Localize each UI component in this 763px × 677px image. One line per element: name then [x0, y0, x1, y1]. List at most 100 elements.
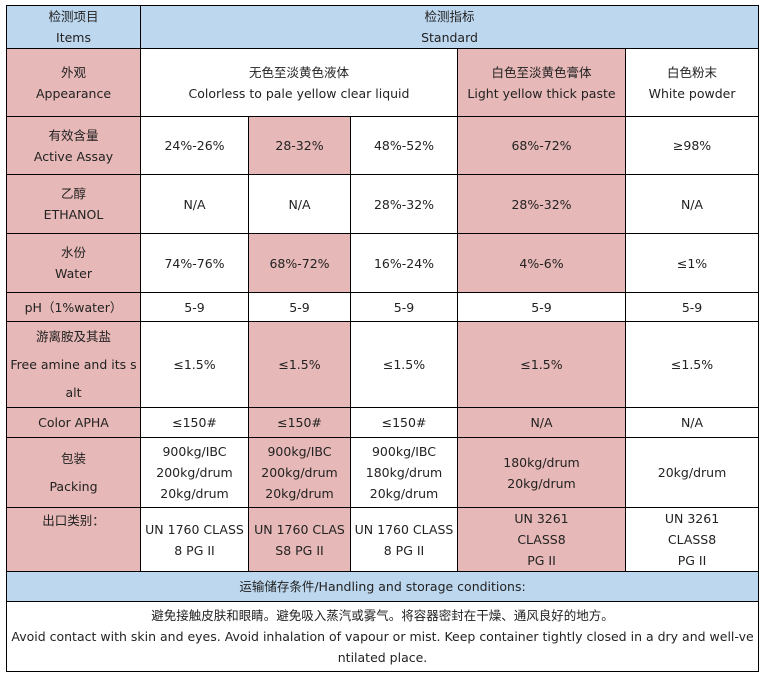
active-assay-value: 68%-72% — [457, 116, 626, 175]
appearance-liquid-en: Colorless to pale yellow clear liquid — [188, 85, 410, 101]
water-label-en: Water — [55, 266, 92, 281]
storage-text-cn: 避免接触皮肤和眼睛。避免吸入蒸汽或雾气。将容器密封在干燥、通风良好的地方。 — [151, 608, 614, 623]
active-assay-value: 24%-26% — [140, 116, 249, 175]
color-apha-value: ≤150# — [140, 407, 249, 438]
ph-value: 5-9 — [350, 292, 458, 322]
appearance-powder-cn: 白色粉末 — [667, 64, 718, 80]
packing-option: 20kg/drum — [160, 486, 229, 501]
ph-value: 5-9 — [457, 292, 626, 322]
color-apha-row: Color APHA ≤150# ≤150# ≤150# N/A N/A — [6, 407, 760, 438]
packing-col4: 180kg/drum 20kg/drum — [457, 437, 626, 508]
color-apha-value: ≤150# — [248, 407, 351, 438]
water-value: 68%-72% — [248, 233, 351, 293]
export-class-line: UN 3261 — [514, 511, 569, 526]
active-assay-label: 有效含量 Active Assay — [6, 116, 141, 175]
active-assay-row: 有效含量 Active Assay 24%-26% 28-32% 48%-52%… — [6, 116, 760, 175]
water-label: 水份 Water — [6, 233, 141, 293]
packing-option: 20kg/drum — [657, 465, 727, 480]
ph-row: pH（1%water） 5-9 5-9 5-9 5-9 5-9 — [6, 292, 760, 322]
free-amine-label-en: Free amine and its salt — [10, 356, 137, 400]
appearance-powder-en: White powder — [648, 85, 736, 101]
packing-option: 20kg/drum — [369, 486, 439, 501]
free-amine-value: ≤1.5% — [624, 321, 760, 408]
free-amine-label: 游离胺及其盐 Free amine and its salt — [6, 321, 141, 408]
packing-option: 900kg/IBC — [162, 444, 227, 459]
storage-header: 运输储存条件/Handling and storage conditions: — [5, 571, 760, 602]
appearance-powder: 白色粉末 White powder — [624, 48, 760, 117]
ethanol-label-cn: 乙醇 — [60, 186, 86, 201]
packing-option: 900kg/IBC — [267, 444, 332, 459]
water-row: 水份 Water 74%-76% 68%-72% 16%-24% 4%-6% ≤… — [6, 233, 760, 293]
ethanol-value: N/A — [624, 174, 760, 234]
active-assay-value: 28-32% — [248, 116, 351, 175]
ethanol-label: 乙醇 ETHANOL — [6, 174, 141, 234]
ph-value: 5-9 — [248, 292, 351, 322]
water-value: 16%-24% — [350, 233, 458, 293]
packing-option: 20kg/drum — [265, 486, 334, 501]
free-amine-value: ≤1.5% — [140, 321, 249, 408]
export-class-col3: UN 1760 CLASS8 PG II — [350, 507, 458, 572]
export-class-col1: UN 1760 CLASS8 PG II — [140, 507, 249, 572]
items-header-en: Items — [56, 30, 91, 45]
export-class-col4: UN 3261 CLASS8 PG II — [457, 507, 626, 572]
items-header-cn: 检测项目 — [48, 9, 99, 24]
export-class-line: PG II — [527, 553, 556, 568]
packing-col1: 900kg/IBC 200kg/drum 20kg/drum — [140, 437, 249, 508]
appearance-label: 外观 Appearance — [6, 48, 141, 117]
storage-text-en: Avoid contact with skin and eyes. Avoid … — [11, 629, 754, 665]
packing-option: 900kg/IBC — [371, 444, 436, 459]
items-header: 检测项目 Items — [6, 5, 141, 49]
packing-label: 包装 Packing — [6, 437, 141, 508]
export-class-line: PG II — [677, 553, 707, 568]
water-value: 4%-6% — [457, 233, 626, 293]
standard-header: 检测指标 Standard — [139, 5, 760, 49]
header-row: 检测项目 Items 检测指标 Standard — [6, 5, 760, 49]
export-class-label: 出口类别： — [6, 507, 141, 572]
appearance-liquid: 无色至淡黄色液体 Colorless to pale yellow clear … — [140, 48, 458, 117]
active-assay-label-cn: 有效含量 — [48, 127, 99, 143]
export-class-line: UN 3261 — [664, 511, 720, 526]
storage-header-row: 运输储存条件/Handling and storage conditions: — [5, 571, 760, 602]
packing-option: 180kg/drum — [365, 465, 443, 480]
water-value: ≤1% — [624, 233, 760, 293]
color-apha-label: Color APHA — [6, 407, 141, 438]
appearance-liquid-cn: 无色至淡黄色液体 — [248, 64, 349, 80]
ph-label: pH（1%water） — [6, 292, 141, 322]
packing-option: 20kg/drum — [507, 475, 576, 491]
packing-row: 包装 Packing 900kg/IBC 200kg/drum 20kg/dru… — [6, 437, 760, 508]
ethanol-label-en: ETHANOL — [43, 207, 104, 222]
ethanol-row: 乙醇 ETHANOL N/A N/A 28%-32% 28%-32% N/A — [6, 174, 760, 234]
appearance-paste-en: Light yellow thick paste — [467, 85, 616, 101]
storage-text: 避免接触皮肤和眼睛。避免吸入蒸汽或雾气。将容器密封在干燥、通风良好的地方。 Av… — [5, 601, 760, 672]
ph-value: 5-9 — [140, 292, 249, 322]
packing-option: 180kg/drum — [503, 454, 580, 470]
appearance-label-en: Appearance — [35, 85, 112, 101]
appearance-row: 外观 Appearance 无色至淡黄色液体 Colorless to pale… — [6, 48, 760, 117]
active-assay-value: ≥98% — [624, 116, 760, 175]
appearance-paste: 白色至淡黄色膏体 Light yellow thick paste — [457, 48, 626, 117]
free-amine-value: ≤1.5% — [350, 321, 458, 408]
packing-option: 200kg/drum — [156, 465, 233, 480]
export-class-col5: UN 3261 CLASS8 PG II — [624, 507, 760, 572]
color-apha-value: N/A — [457, 407, 626, 438]
export-class-line: CLASS8 — [517, 532, 566, 547]
packing-option: 200kg/drum — [261, 465, 338, 480]
free-amine-value: ≤1.5% — [457, 321, 626, 408]
ph-value: 5-9 — [624, 292, 760, 322]
ethanol-value: 28%-32% — [350, 174, 458, 234]
appearance-paste-cn: 白色至淡黄色膏体 — [491, 64, 592, 80]
export-class-row: 出口类别： UN 1760 CLASS8 PG II UN 1760 CLASS… — [6, 507, 760, 572]
active-assay-value: 48%-52% — [350, 116, 458, 175]
water-value: 74%-76% — [140, 233, 249, 293]
packing-col2: 900kg/IBC 200kg/drum 20kg/drum — [248, 437, 351, 508]
packing-label-cn: 包装 — [60, 450, 86, 466]
export-class-line: CLASS8 — [667, 532, 717, 547]
packing-label-en: Packing — [49, 478, 98, 494]
storage-text-row: 避免接触皮肤和眼睛。避免吸入蒸汽或雾气。将容器密封在干燥、通风良好的地方。 Av… — [5, 601, 760, 672]
free-amine-label-cn: 游离胺及其盐 — [35, 328, 111, 344]
export-class-col2: UN 1760 CLASS8 PG II — [248, 507, 351, 572]
packing-col5: 20kg/drum — [624, 437, 760, 508]
specification-table: 检测项目 Items 检测指标 Standard 外观 Appearance 无… — [5, 5, 760, 672]
packing-col3: 900kg/IBC 180kg/drum 20kg/drum — [350, 437, 458, 508]
active-assay-label-en: Active Assay — [33, 148, 114, 164]
